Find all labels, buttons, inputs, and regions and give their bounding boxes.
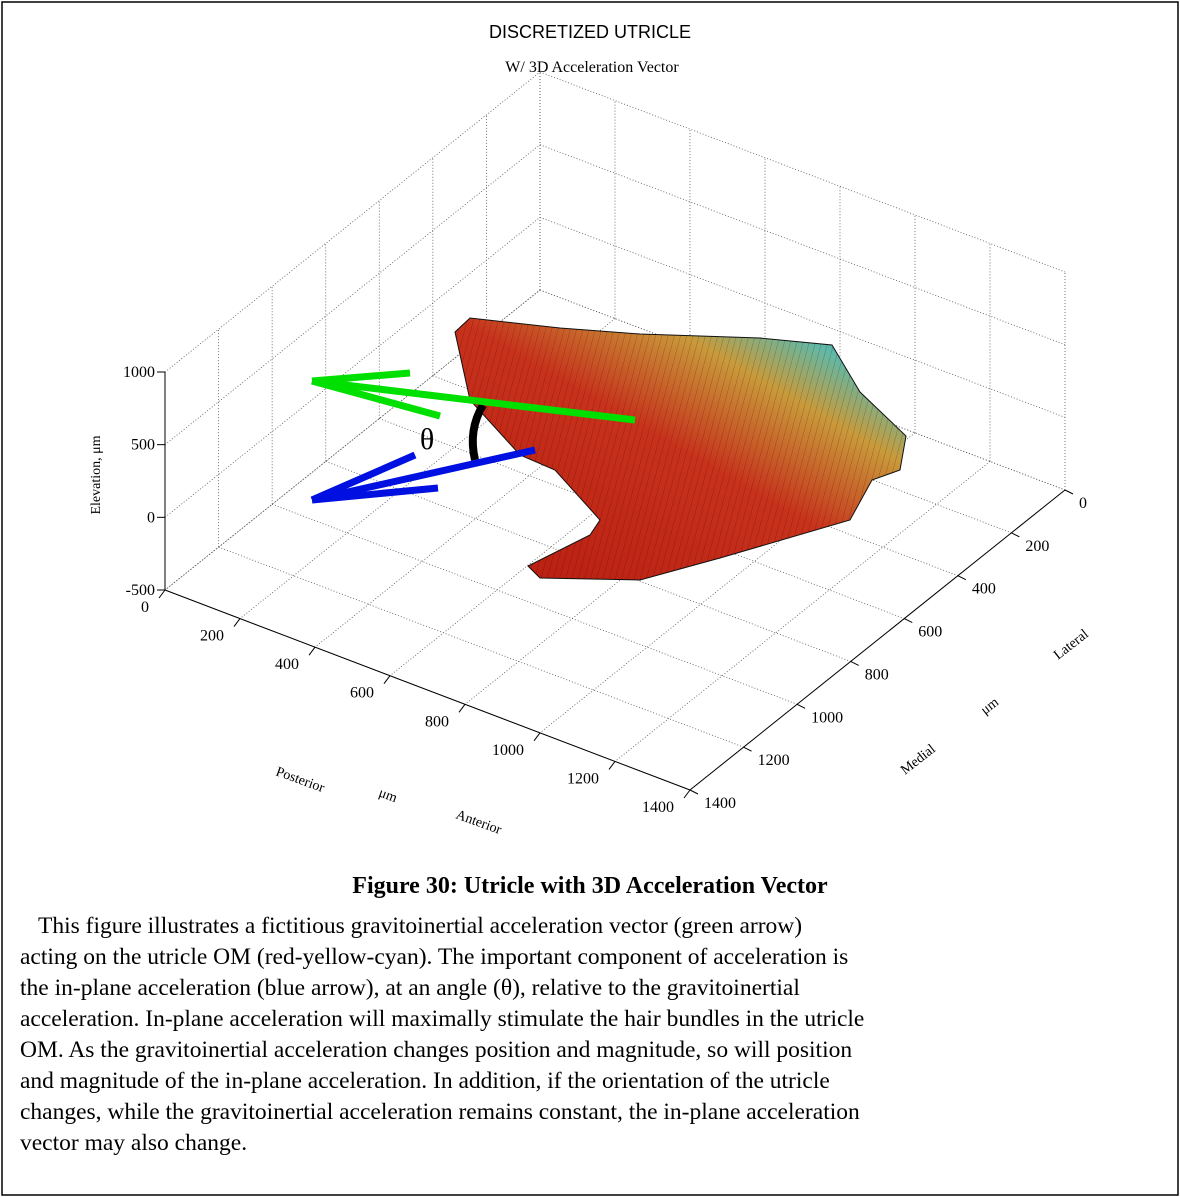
utricle-surface — [454, 317, 907, 581]
plot-3d: 0 200 400 600 800 1000 1200 1400 0 200 400 600 800 10… — [123, 71, 1087, 816]
tick-mark — [458, 703, 466, 713]
x-tick-label: 1200 — [567, 770, 599, 787]
x-axis-label: Posterior — [274, 765, 327, 797]
x-axis-label: Anterior — [454, 808, 504, 838]
axis-line — [164, 589, 691, 791]
blue-arrow-head — [310, 451, 417, 504]
green-arrow-head — [311, 377, 441, 420]
figure-caption: Figure 30: Utricle with 3D Acceleration … — [352, 873, 828, 899]
y-tick-label: 1200 — [758, 752, 790, 769]
figure-subtitle: W/ 3D Acceleration Vector — [505, 59, 679, 76]
paragraph-line: acting on the utricle OM (red-yellow-cya… — [20, 944, 848, 970]
paragraph-line: This figure illustrates a fictitious gra… — [38, 913, 802, 939]
z-tick-label: -500 — [126, 582, 155, 599]
tick-mark — [533, 732, 541, 742]
x-tick-label: 1400 — [642, 799, 674, 816]
tick-mark — [743, 746, 752, 752]
y-axis-label: Lateral — [1051, 627, 1092, 663]
grid-line — [164, 217, 541, 518]
y-tick-label: 800 — [865, 666, 889, 683]
grid-line — [614, 461, 991, 762]
paragraph-line: the in-plane acceleration (blue arrow), … — [20, 975, 800, 1001]
theta-arc — [468, 402, 487, 461]
tick-mark — [383, 675, 391, 685]
x-tick-label: 0 — [141, 599, 149, 616]
green-arrow-head — [311, 369, 411, 385]
grid-line — [379, 418, 905, 619]
z-tick-label: 1000 — [123, 364, 155, 381]
grid-line — [539, 71, 1066, 273]
surface-mesh — [455, 318, 906, 580]
tick-mark — [608, 761, 616, 770]
grid-line — [539, 289, 1066, 491]
y-axis-label: Medial — [898, 742, 939, 778]
grid-line — [164, 289, 541, 591]
paragraph-line: acceleration. In-plane acceleration will… — [20, 1006, 864, 1032]
figure-title: DISCRETIZED UTRICLE — [489, 22, 691, 42]
grid-line — [239, 318, 616, 619]
paragraph: This figure illustrates a fictitious gra… — [20, 913, 864, 1156]
grid-line — [539, 216, 1066, 418]
z-tick-label: 500 — [131, 437, 155, 454]
x-tick-label: 800 — [425, 713, 449, 730]
grid-line — [314, 346, 691, 648]
tick-mark — [957, 575, 967, 581]
grid-line — [272, 503, 798, 705]
y-tick-label: 0 — [1079, 495, 1087, 512]
tick-mark — [308, 646, 316, 656]
x-axis-label: μm — [377, 786, 400, 806]
grid-line — [539, 432, 916, 734]
y-tick-label: 1400 — [704, 795, 736, 812]
tick-mark — [683, 789, 691, 799]
y-tick-label: 200 — [1025, 538, 1049, 555]
tick-mark — [689, 789, 699, 795]
grid-line — [389, 375, 766, 677]
tick-mark — [158, 589, 166, 599]
paragraph-line: changes, while the gravitoinertial accel… — [20, 1099, 860, 1125]
blue-arrow-head — [311, 484, 439, 504]
y-tick-label: 400 — [972, 581, 996, 598]
paragraph-line: vector may also change. — [20, 1130, 247, 1156]
grid-line — [325, 461, 851, 662]
x-tick-label: 600 — [350, 685, 374, 702]
tick-mark — [1011, 532, 1020, 538]
tick-mark — [796, 703, 806, 709]
z-axis-label: Elevation, μm — [89, 435, 104, 514]
axis-line — [689, 489, 1066, 791]
grid-line — [164, 71, 541, 373]
vectors: θ — [310, 369, 636, 504]
y-tick-label: 1000 — [811, 709, 843, 726]
x-tick-label: 200 — [200, 628, 224, 645]
paragraph-line: and magnitude of the in-plane accelerati… — [20, 1068, 830, 1094]
y-tick-label: 600 — [918, 624, 942, 641]
grid-line — [539, 144, 1066, 346]
tick-mark — [850, 660, 859, 666]
x-tick-label: 400 — [275, 656, 299, 673]
tick-mark — [904, 618, 913, 624]
z-tick-label: 0 — [147, 509, 155, 526]
grid-line — [218, 546, 744, 748]
x-tick-label: 1000 — [492, 742, 524, 759]
tick-mark — [233, 618, 241, 627]
tick-mark — [1064, 489, 1074, 495]
grid-line — [164, 144, 541, 445]
y-axis-label: μm — [978, 695, 1002, 718]
theta-label: θ — [420, 423, 434, 456]
blue-arrow — [311, 446, 536, 504]
green-arrow — [311, 377, 636, 424]
paragraph-line: OM. As the gravitoinertial acceleration … — [20, 1037, 852, 1063]
